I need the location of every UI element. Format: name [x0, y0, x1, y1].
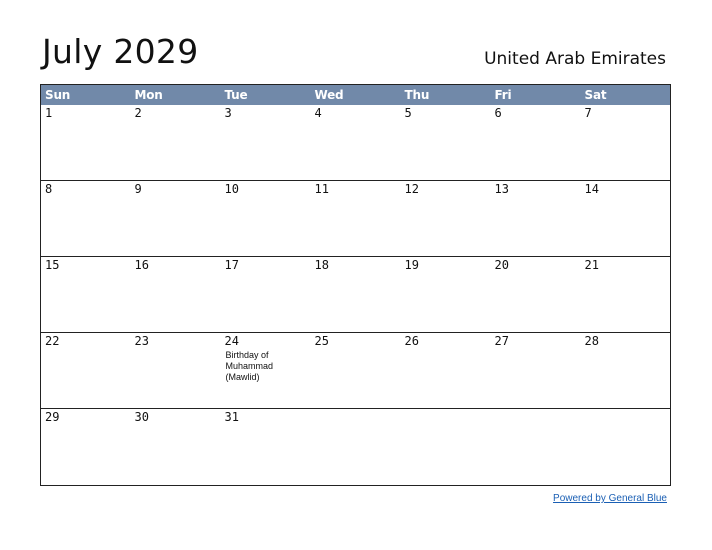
day-cell: 17 — [220, 256, 311, 333]
day-number: 25 — [314, 334, 329, 348]
day-cell: 13 — [490, 180, 581, 257]
day-number: 30 — [134, 410, 149, 424]
day-cell: 29 — [40, 408, 131, 486]
day-cell: 25 — [310, 332, 401, 409]
day-number: 29 — [45, 410, 60, 424]
day-cell: 27 — [490, 332, 581, 409]
day-number — [581, 409, 671, 410]
day-cell: 20 — [490, 256, 581, 333]
day-number: 22 — [45, 334, 60, 348]
week-row-5: 29 30 31 — [40, 408, 671, 486]
day-number: 17 — [224, 258, 239, 272]
day-number: 10 — [224, 182, 239, 196]
day-cell: 8 — [40, 180, 131, 257]
week-row-3: 15 16 17 18 19 20 21 — [40, 256, 671, 333]
day-cell: 26 — [400, 332, 491, 409]
powered-by-link[interactable]: Powered by General Blue — [553, 493, 667, 504]
day-cell: 14 — [580, 180, 671, 257]
day-number: 13 — [494, 182, 509, 196]
day-number: 18 — [314, 258, 329, 272]
day-cell: 3 — [220, 105, 311, 181]
day-number: 11 — [314, 182, 329, 196]
day-number: 27 — [494, 334, 509, 348]
day-cell: 10 — [220, 180, 311, 257]
day-cell-empty — [490, 408, 581, 486]
day-number: 15 — [45, 258, 60, 272]
day-number: 24 — [224, 334, 239, 348]
day-cell: 7 — [580, 105, 671, 181]
day-number: 28 — [584, 334, 599, 348]
day-cell: 4 — [310, 105, 401, 181]
day-cell: 11 — [310, 180, 401, 257]
day-cell: 23 — [130, 332, 221, 409]
day-cell: 2 — [130, 105, 221, 181]
day-cell: 1 — [40, 105, 131, 181]
day-number: 1 — [45, 106, 53, 120]
day-cell: 9 — [130, 180, 221, 257]
day-cell-empty — [580, 408, 671, 486]
day-cell: 16 — [130, 256, 221, 333]
day-cell: 18 — [310, 256, 401, 333]
day-cell: 31 — [220, 408, 311, 486]
day-number: 6 — [494, 106, 502, 120]
day-cell: 30 — [130, 408, 221, 486]
weekday-wed: Wed — [310, 84, 401, 105]
weekday-mon: Mon — [130, 84, 221, 105]
day-number: 7 — [584, 106, 592, 120]
day-number: 31 — [224, 410, 239, 424]
day-number: 20 — [494, 258, 509, 272]
day-cell: 24 Birthday of Muhammad (Mawlid) — [220, 332, 311, 409]
day-number: 26 — [404, 334, 419, 348]
day-number: 9 — [134, 182, 142, 196]
weekday-header-row: Sun Mon Tue Wed Thu Fri Sat — [40, 84, 671, 105]
day-number: 16 — [134, 258, 149, 272]
day-number: 8 — [45, 182, 53, 196]
day-number: 19 — [404, 258, 419, 272]
day-number: 5 — [404, 106, 412, 120]
day-number: 4 — [314, 106, 322, 120]
day-number: 3 — [224, 106, 232, 120]
holiday-label: Birthday of Muhammad (Mawlid) — [225, 350, 274, 382]
week-row-4: 22 23 24 Birthday of Muhammad (Mawlid) 25… — [40, 332, 671, 409]
calendar-grid: Sun Mon Tue Wed Thu Fri Sat 1 2 3 4 5 6 … — [40, 84, 671, 486]
day-number: 12 — [404, 182, 419, 196]
page-title: July 2029 — [42, 32, 199, 71]
day-cell: 5 — [400, 105, 491, 181]
day-number — [311, 409, 401, 410]
day-number: 2 — [134, 106, 142, 120]
week-row-1: 1 2 3 4 5 6 7 — [40, 105, 671, 181]
country-label: United Arab Emirates — [484, 49, 666, 69]
day-number: 14 — [584, 182, 599, 196]
day-cell-empty — [310, 408, 401, 486]
day-number: 21 — [584, 258, 599, 272]
day-cell: 6 — [490, 105, 581, 181]
day-cell: 28 — [580, 332, 671, 409]
day-cell: 22 — [40, 332, 131, 409]
weekday-thu: Thu — [400, 84, 491, 105]
weekday-sat: Sat — [580, 84, 671, 105]
day-cell: 12 — [400, 180, 491, 257]
day-cell: 15 — [40, 256, 131, 333]
day-cell: 19 — [400, 256, 491, 333]
weekday-sun: Sun — [40, 84, 131, 105]
week-row-2: 8 9 10 11 12 13 14 — [40, 180, 671, 257]
day-number — [401, 409, 491, 410]
day-number — [491, 409, 581, 410]
day-number: 23 — [134, 334, 149, 348]
day-cell-empty — [400, 408, 491, 486]
weekday-fri: Fri — [490, 84, 581, 105]
weekday-tue: Tue — [220, 84, 311, 105]
day-cell: 21 — [580, 256, 671, 333]
